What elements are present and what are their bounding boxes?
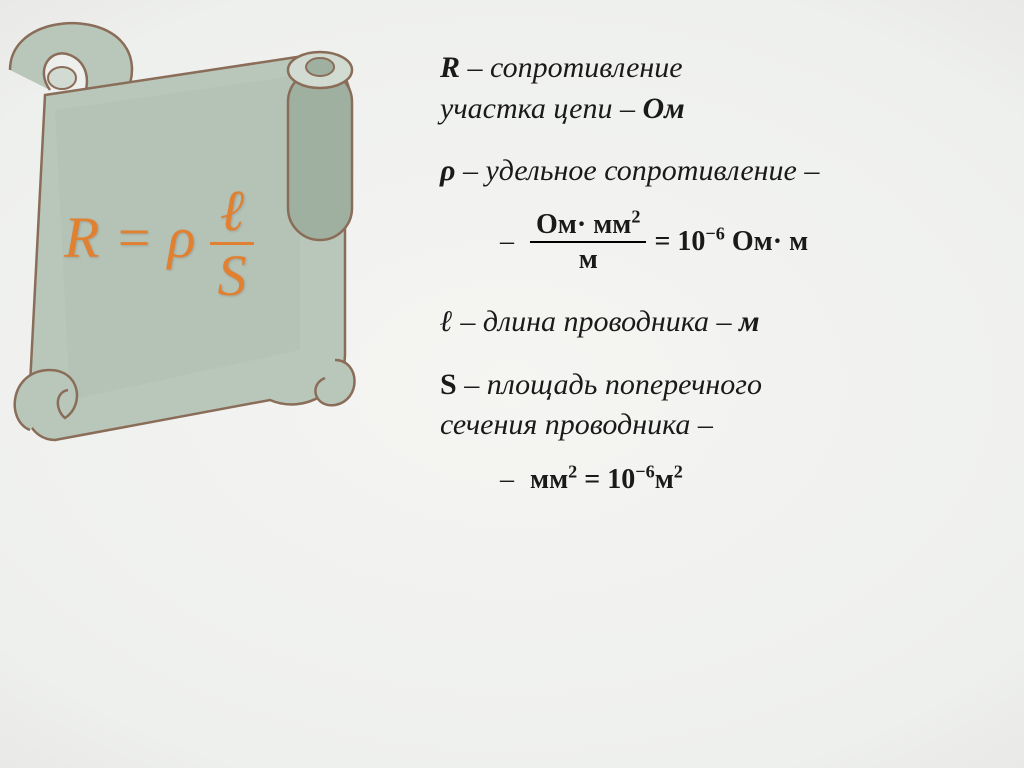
formula-fraction: ℓ S	[210, 182, 254, 305]
def-S-txt2: сечения проводника –	[440, 408, 713, 441]
def-S-sym: S	[440, 368, 457, 401]
S-b: м	[655, 464, 674, 495]
rho-exp: −6	[705, 224, 724, 244]
rho-eq: = 10	[654, 226, 705, 257]
def-R-dash: –	[460, 51, 490, 84]
rho-units-lead: –	[500, 226, 514, 258]
def-R: R – сопротивление участка цепи – Ом	[440, 48, 1000, 129]
def-R-unit: Ом	[642, 92, 684, 125]
rho-num-sup: 2	[631, 206, 640, 226]
def-R-txt2: участка цепи –	[440, 92, 642, 125]
S-a-sup: 2	[568, 461, 577, 481]
def-ell-sym: ℓ	[440, 305, 453, 338]
rho-units-frac: Ом· мм2 м	[530, 210, 646, 275]
def-rho: ρ – удельное сопротивление –	[440, 151, 1000, 192]
formula-rho: ρ	[168, 204, 196, 269]
S-a: мм	[530, 464, 568, 495]
S-b-sup: 2	[674, 461, 683, 481]
def-ell-dash: –	[453, 305, 483, 338]
def-rho-dash: –	[455, 154, 485, 187]
formula-S: S	[210, 245, 254, 305]
parchment-scroll: R = ρ ℓ S	[0, 0, 390, 450]
rho-units: – Ом· мм2 м = 10−6 Ом· м	[500, 210, 1000, 275]
S-units: – мм2 = 10−6м2	[500, 464, 1000, 496]
def-ell-txt: длина проводника –	[483, 305, 739, 338]
def-ell-unit: м	[739, 305, 760, 338]
formula-ell: ℓ	[210, 182, 254, 245]
main-formula: R = ρ ℓ S	[64, 158, 344, 328]
rho-num-b: мм	[593, 209, 631, 240]
rho-den: м	[530, 243, 646, 274]
rho-tail-a: Ом	[732, 226, 773, 257]
S-units-lead: –	[500, 464, 514, 496]
def-rho-sym: ρ	[440, 154, 455, 187]
rho-num-dot: ·	[577, 209, 586, 240]
S-eq: = 10	[577, 464, 635, 495]
definitions: R – сопротивление участка цепи – Ом ρ – …	[440, 48, 1000, 524]
def-R-txt1: сопротивление	[490, 51, 683, 84]
def-S: S – площадь поперечного сечения проводни…	[440, 365, 1000, 446]
def-R-sym: R	[440, 51, 460, 84]
rho-num-a: Ом	[536, 209, 577, 240]
def-S-txt1: площадь поперечного	[487, 368, 762, 401]
def-rho-txt: удельное сопротивление –	[485, 154, 819, 187]
def-ell: ℓ – длина проводника – м	[440, 302, 1000, 343]
S-exp: −6	[635, 461, 654, 481]
formula-eq: =	[99, 204, 167, 269]
rho-tail-b: м	[789, 226, 808, 257]
formula-R: R	[64, 204, 99, 269]
rho-tail-dot: ·	[773, 226, 782, 257]
def-S-dash: –	[457, 368, 487, 401]
